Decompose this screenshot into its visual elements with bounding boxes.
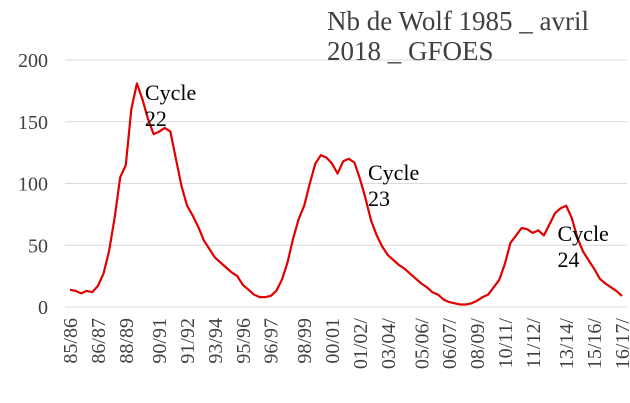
x-tick-label: 90/91 — [149, 318, 171, 364]
x-tick-label: 93/94 — [205, 318, 227, 364]
x-tick-label: 00/01 — [322, 318, 344, 364]
data-line — [69, 82, 623, 306]
annotation: Cycle 23 — [367, 159, 420, 211]
x-tick-label: 03/04/ — [378, 318, 400, 370]
x-tick-label: 15/16/ — [584, 318, 606, 370]
y-tick-label: 150 — [18, 112, 48, 134]
annotation: Cycle 24 — [557, 221, 609, 273]
y-tick-label: 100 — [18, 174, 48, 196]
x-tick-label: 95/96 — [233, 318, 255, 364]
x-tick-label: 85/86 — [60, 318, 82, 364]
x-tick-label: 05/06/ — [411, 318, 433, 370]
x-tick-label: 16/17/ — [612, 318, 630, 370]
annotation: Cycle 22 — [144, 80, 197, 132]
x-tick-label: 10/11/ — [495, 318, 517, 369]
x-tick-label: 13/14/ — [556, 318, 578, 370]
x-tick-label: 91/92 — [177, 318, 199, 364]
y-tick-label: 50 — [28, 235, 48, 257]
x-tick-label: 08/09/ — [467, 318, 489, 370]
y-tick-label: 0 — [38, 297, 48, 319]
y-tick-label: 200 — [18, 50, 48, 72]
x-tick-label: 96/97 — [261, 318, 283, 364]
x-tick-label: 01/02/ — [350, 318, 372, 370]
x-tick-label: 98/99 — [294, 318, 316, 364]
x-tick-label: 88/89 — [116, 318, 138, 364]
x-tick-label: 11/12/ — [523, 318, 545, 369]
x-tick-label: 86/87 — [88, 318, 110, 364]
x-tick-label: 06/07/ — [439, 318, 461, 370]
chart-title: Nb de Wolf 1985 _ avril 2018 _ GFOES — [327, 6, 590, 66]
